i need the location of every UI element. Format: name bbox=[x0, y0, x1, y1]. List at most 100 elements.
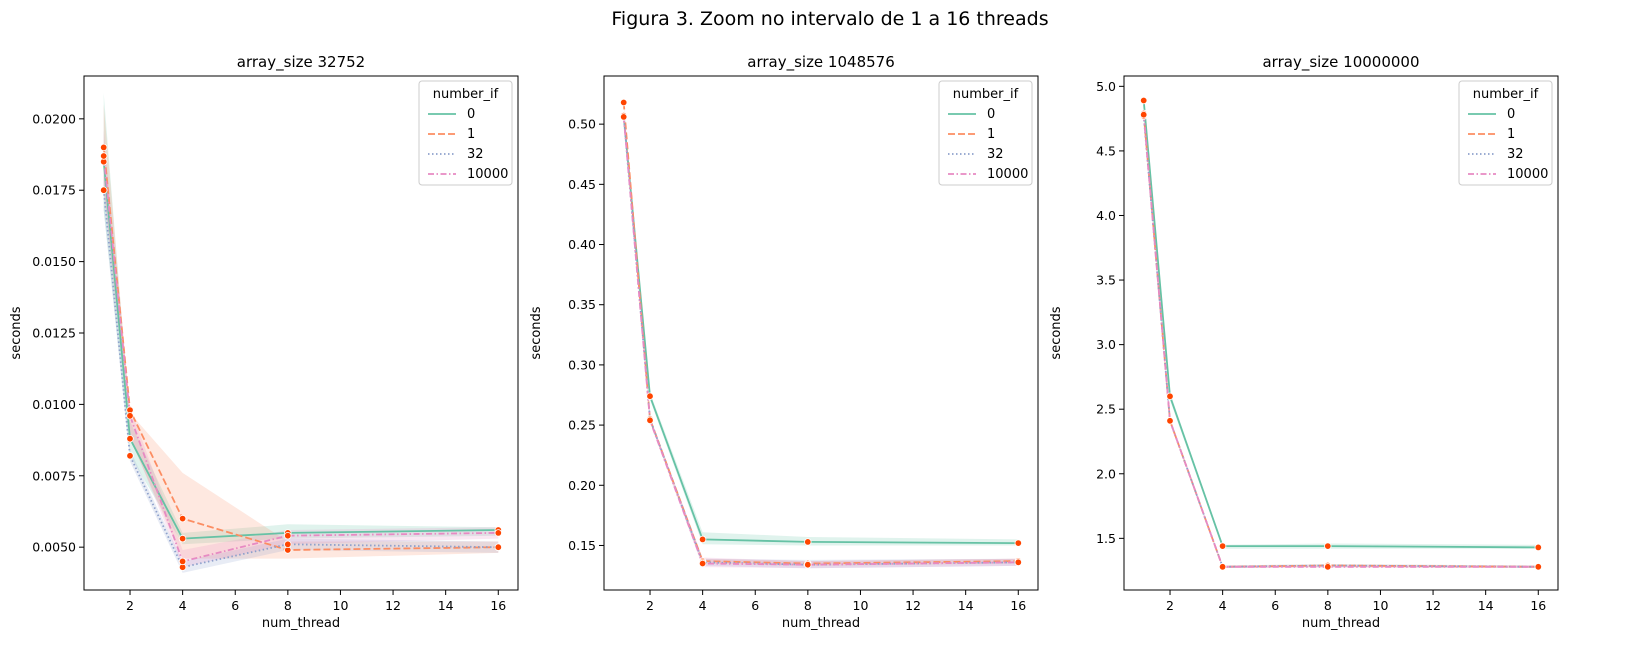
y-tick-label: 2.0 bbox=[1096, 466, 1116, 481]
y-tick-label: 0.0150 bbox=[32, 254, 76, 269]
subplot-title: array_size 32752 bbox=[237, 53, 365, 72]
legend-entry-label: 1 bbox=[987, 127, 995, 142]
legend-entry-label: 0 bbox=[467, 107, 475, 122]
data-point-32 bbox=[494, 543, 502, 551]
y-tick-label: 0.20 bbox=[568, 478, 596, 493]
legend: number_if 0 1 32 10000 bbox=[418, 80, 513, 186]
y-tick-label: 4.0 bbox=[1096, 208, 1116, 223]
x-axis-label: num_thread bbox=[1302, 616, 1380, 631]
x-tick-label: 10 bbox=[1373, 598, 1389, 613]
data-point-0 bbox=[1218, 542, 1227, 550]
y-tick-label: 4.5 bbox=[1096, 143, 1116, 158]
legend-entry-label: 10000 bbox=[987, 167, 1028, 182]
x-tick-label: 16 bbox=[1010, 598, 1026, 613]
data-point-10000 bbox=[698, 559, 707, 568]
x-tick-label: 2 bbox=[1166, 598, 1174, 613]
x-tick-label: 10 bbox=[333, 598, 349, 613]
data-point-10000 bbox=[1534, 563, 1542, 571]
legend-entry-label: 1 bbox=[467, 127, 475, 142]
data-point-10000 bbox=[99, 152, 108, 160]
data-point-1 bbox=[99, 143, 108, 152]
y-tick-label: 0.25 bbox=[568, 418, 596, 433]
legend-entry-label: 1 bbox=[1507, 127, 1515, 142]
legend-title: number_if bbox=[953, 87, 1019, 102]
y-tick-label: 3.5 bbox=[1096, 273, 1116, 288]
y-tick-label: 0.0075 bbox=[32, 468, 76, 483]
legend: number_if 0 1 32 10000 bbox=[1458, 80, 1553, 186]
data-point-32 bbox=[126, 452, 134, 460]
x-tick-label: 8 bbox=[804, 598, 812, 613]
data-point-0 bbox=[698, 535, 707, 544]
figure-suptitle: Figura 3. Zoom no intervalo de 1 a 16 th… bbox=[611, 8, 1048, 30]
data-point-0 bbox=[178, 534, 187, 543]
y-axis-label: seconds bbox=[1049, 306, 1064, 359]
data-point-10000 bbox=[1166, 417, 1174, 425]
legend-entry-label: 0 bbox=[1507, 107, 1515, 122]
subplot-2: 2 4 6 8 10 12 14 160.150.200.250.300.350.400.45… bbox=[529, 53, 1039, 631]
legend: number_if 0 1 32 10000 bbox=[938, 80, 1033, 186]
y-tick-label: 0.15 bbox=[568, 538, 596, 553]
data-point-0 bbox=[1166, 392, 1174, 400]
legend-entry-label: 32 bbox=[1507, 147, 1524, 162]
x-tick-label: 6 bbox=[1271, 598, 1279, 613]
x-tick-label: 16 bbox=[490, 598, 506, 613]
x-tick-label: 6 bbox=[751, 598, 759, 613]
axes-frame bbox=[1123, 75, 1559, 591]
legend-entry-label: 0 bbox=[987, 107, 995, 122]
y-axis-label: seconds bbox=[529, 306, 544, 359]
series-line-10000 bbox=[1142, 114, 1539, 568]
x-tick-label: 12 bbox=[905, 598, 921, 613]
x-tick-label: 2 bbox=[126, 598, 134, 613]
y-tick-label: 3.0 bbox=[1096, 337, 1116, 352]
legend-entry-label: 10000 bbox=[1507, 167, 1548, 182]
data-point-0 bbox=[804, 538, 812, 546]
x-tick-label: 14 bbox=[958, 598, 974, 613]
x-axis-label: num_thread bbox=[782, 616, 860, 631]
data-point-10000 bbox=[1139, 110, 1148, 119]
data-point-0 bbox=[1014, 539, 1022, 547]
data-point-10000 bbox=[646, 416, 654, 424]
x-tick-label: 8 bbox=[1324, 598, 1332, 613]
data-point-32 bbox=[284, 540, 292, 548]
x-tick-label: 12 bbox=[1425, 598, 1441, 613]
x-tick-label: 2 bbox=[646, 598, 654, 613]
y-tick-label: 0.0175 bbox=[32, 183, 76, 198]
y-tick-label: 0.0125 bbox=[32, 326, 76, 341]
legend-box bbox=[938, 80, 1033, 186]
legend-box bbox=[418, 80, 513, 186]
y-tick-label: 0.0100 bbox=[32, 397, 76, 412]
y-tick-label: 0.0200 bbox=[32, 111, 76, 126]
data-point-1 bbox=[178, 514, 187, 523]
y-tick-label: 1.5 bbox=[1096, 531, 1116, 546]
data-point-0 bbox=[1534, 543, 1542, 552]
data-point-1 bbox=[620, 98, 628, 107]
data-point-10000 bbox=[178, 557, 187, 566]
subplot-1: 2 4 6 8 10 12 14 160.00500.00750.01000.01250.01… bbox=[9, 53, 519, 631]
legend-box bbox=[1458, 80, 1553, 186]
x-tick-label: 16 bbox=[1530, 598, 1546, 613]
data-point-10000 bbox=[1324, 563, 1332, 571]
y-axis-label: seconds bbox=[9, 306, 24, 359]
legend-title: number_if bbox=[433, 87, 499, 102]
data-point-0 bbox=[1139, 96, 1148, 105]
y-tick-label: 0.45 bbox=[568, 177, 596, 192]
axes-frame bbox=[603, 75, 1039, 591]
y-tick-label: 0.40 bbox=[568, 237, 596, 252]
x-tick-label: 14 bbox=[438, 598, 454, 613]
y-tick-label: 2.5 bbox=[1096, 402, 1116, 417]
legend-entry-label: 32 bbox=[467, 147, 484, 162]
subplot-title: array_size 10000000 bbox=[1262, 53, 1419, 72]
x-axis-label: num_thread bbox=[262, 616, 340, 631]
data-point-10000 bbox=[1014, 558, 1022, 566]
data-point-10000 bbox=[284, 532, 292, 540]
x-tick-label: 4 bbox=[1219, 598, 1227, 613]
data-point-0 bbox=[126, 435, 134, 443]
legend-entry-label: 10000 bbox=[467, 167, 508, 182]
x-tick-label: 4 bbox=[699, 598, 707, 613]
y-tick-label: 0.35 bbox=[568, 297, 596, 312]
legend-entry-label: 32 bbox=[987, 147, 1004, 162]
data-point-0 bbox=[1324, 542, 1332, 550]
subplots: 2 4 6 8 10 12 14 160.00500.00750.01000.01250.01… bbox=[9, 53, 1559, 631]
y-tick-label: 0.50 bbox=[568, 117, 596, 132]
